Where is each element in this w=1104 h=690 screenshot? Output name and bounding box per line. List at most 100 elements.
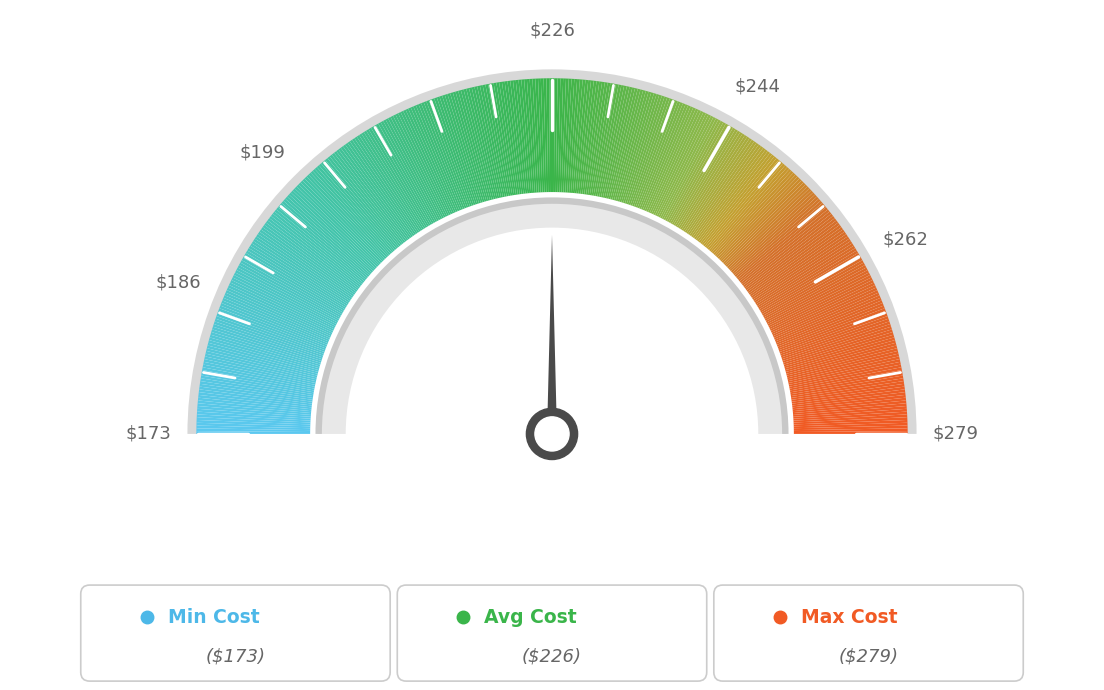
Wedge shape xyxy=(714,171,794,256)
Text: $262: $262 xyxy=(882,230,928,248)
Wedge shape xyxy=(527,79,537,193)
Wedge shape xyxy=(199,395,311,409)
Wedge shape xyxy=(576,80,591,193)
Wedge shape xyxy=(437,97,476,205)
Wedge shape xyxy=(732,197,819,274)
FancyBboxPatch shape xyxy=(81,585,390,681)
Text: ($279): ($279) xyxy=(839,647,899,665)
Wedge shape xyxy=(766,268,868,322)
Wedge shape xyxy=(563,79,572,193)
Wedge shape xyxy=(608,88,638,199)
Wedge shape xyxy=(792,389,905,406)
Wedge shape xyxy=(319,164,395,251)
Wedge shape xyxy=(361,132,424,230)
Wedge shape xyxy=(794,426,907,430)
Wedge shape xyxy=(442,95,479,204)
Wedge shape xyxy=(233,275,336,328)
Wedge shape xyxy=(209,340,319,372)
Wedge shape xyxy=(408,108,456,213)
Wedge shape xyxy=(297,184,380,266)
Wedge shape xyxy=(581,81,596,194)
Wedge shape xyxy=(712,167,789,254)
Wedge shape xyxy=(778,308,885,351)
Wedge shape xyxy=(633,99,672,206)
Wedge shape xyxy=(323,160,397,249)
Wedge shape xyxy=(785,340,895,372)
Wedge shape xyxy=(752,234,848,299)
Wedge shape xyxy=(197,415,310,422)
Wedge shape xyxy=(702,155,774,245)
Wedge shape xyxy=(704,158,778,248)
Wedge shape xyxy=(611,89,640,199)
Wedge shape xyxy=(573,79,585,193)
Wedge shape xyxy=(741,212,831,284)
Wedge shape xyxy=(725,186,809,267)
Wedge shape xyxy=(235,270,338,324)
Wedge shape xyxy=(655,112,705,216)
Wedge shape xyxy=(720,179,802,262)
Wedge shape xyxy=(530,79,539,193)
Wedge shape xyxy=(255,236,351,301)
Wedge shape xyxy=(197,417,310,424)
Wedge shape xyxy=(684,137,750,233)
Wedge shape xyxy=(209,337,319,370)
Wedge shape xyxy=(775,298,882,343)
Wedge shape xyxy=(282,201,370,277)
Wedge shape xyxy=(482,85,507,197)
Wedge shape xyxy=(348,141,414,236)
Wedge shape xyxy=(204,356,316,383)
Wedge shape xyxy=(405,108,454,213)
Wedge shape xyxy=(287,195,373,273)
Wedge shape xyxy=(198,397,311,411)
Wedge shape xyxy=(215,316,323,355)
Wedge shape xyxy=(565,79,574,193)
Wedge shape xyxy=(505,81,522,194)
Wedge shape xyxy=(775,295,881,342)
Wedge shape xyxy=(636,100,678,208)
Wedge shape xyxy=(426,100,468,208)
Wedge shape xyxy=(736,203,825,278)
Wedge shape xyxy=(421,102,465,209)
Wedge shape xyxy=(716,172,796,257)
Wedge shape xyxy=(606,88,635,199)
Wedge shape xyxy=(634,99,676,207)
Wedge shape xyxy=(241,260,341,317)
Wedge shape xyxy=(203,364,315,388)
Wedge shape xyxy=(793,397,906,411)
Circle shape xyxy=(527,408,577,460)
Wedge shape xyxy=(794,420,907,426)
Wedge shape xyxy=(554,78,558,192)
Wedge shape xyxy=(266,220,359,290)
Wedge shape xyxy=(488,83,510,196)
Circle shape xyxy=(535,417,569,451)
Wedge shape xyxy=(293,188,376,268)
Wedge shape xyxy=(645,106,691,211)
Wedge shape xyxy=(212,326,321,363)
Wedge shape xyxy=(751,232,846,298)
Wedge shape xyxy=(707,160,781,249)
Wedge shape xyxy=(628,97,667,205)
Wedge shape xyxy=(321,161,396,250)
Wedge shape xyxy=(222,298,329,343)
Wedge shape xyxy=(285,197,372,274)
Wedge shape xyxy=(339,148,408,241)
Wedge shape xyxy=(708,161,783,250)
Text: Avg Cost: Avg Cost xyxy=(485,608,577,627)
Wedge shape xyxy=(754,239,851,303)
Wedge shape xyxy=(789,364,901,388)
Wedge shape xyxy=(305,177,385,260)
Text: $199: $199 xyxy=(240,144,285,161)
Wedge shape xyxy=(335,151,405,243)
Wedge shape xyxy=(269,216,361,287)
Wedge shape xyxy=(709,164,785,251)
Wedge shape xyxy=(698,150,767,241)
Wedge shape xyxy=(781,319,890,357)
Wedge shape xyxy=(252,241,349,304)
Wedge shape xyxy=(197,408,310,419)
Wedge shape xyxy=(699,151,769,243)
Wedge shape xyxy=(253,239,350,303)
Wedge shape xyxy=(276,207,365,282)
Wedge shape xyxy=(582,81,599,194)
Wedge shape xyxy=(627,96,665,204)
Wedge shape xyxy=(411,106,458,212)
